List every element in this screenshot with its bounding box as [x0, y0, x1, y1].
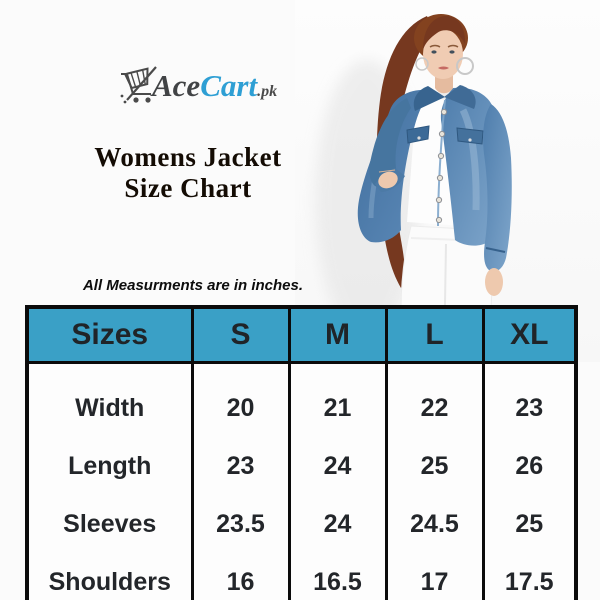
title-line-2: Size Chart	[124, 173, 252, 203]
pocket-button-right	[468, 138, 472, 142]
cell-length-l: 25	[384, 437, 485, 495]
cell-sleeves-s: 23.5	[190, 495, 291, 553]
eye-left	[431, 50, 437, 54]
cell-width-m: 21	[287, 362, 388, 437]
table-header-row: Sizes S M L XL	[25, 305, 578, 364]
cuff-line	[485, 247, 506, 253]
model-photo	[295, 0, 600, 362]
row-label-sleeves: Sleeves	[25, 495, 194, 553]
cell-width-xl: 23	[481, 362, 578, 437]
lips	[438, 66, 449, 70]
collar-right	[444, 85, 476, 109]
size-chart-table: Sizes S M L XL Width 20 21 22 23 Length …	[25, 305, 578, 600]
table-row-width: Width 20 21 22 23	[25, 362, 578, 437]
cell-sleeves-m: 24	[287, 495, 388, 553]
cell-width-l: 22	[384, 362, 485, 437]
hand-right	[485, 268, 503, 296]
column-header-sizes: Sizes	[25, 305, 194, 364]
hair-front	[423, 15, 466, 51]
row-label-width: Width	[25, 362, 194, 437]
sleeve-left	[369, 98, 411, 188]
column-header-m: M	[287, 305, 388, 364]
pocket-flap-right	[456, 127, 484, 145]
brand-cart: Cart	[200, 68, 258, 103]
finger-line	[378, 169, 396, 173]
measurement-note: All Measurments are in inches.	[82, 277, 304, 294]
cell-sleeves-l: 24.5	[384, 495, 485, 553]
cell-length-xl: 26	[481, 437, 578, 495]
cell-shoulders-s: 16	[190, 553, 291, 600]
hand-left	[378, 171, 398, 189]
column-header-xl: XL	[481, 305, 578, 364]
pocket-flap-left	[406, 125, 430, 144]
brand-ace: Ace	[152, 68, 201, 103]
eye-right	[449, 50, 455, 54]
title-line-1: Womens Jacket	[94, 142, 282, 172]
jacket-buttons	[435, 108, 448, 224]
row-label-length: Length	[25, 437, 194, 495]
cell-shoulders-xl: 17.5	[481, 553, 578, 600]
column-header-l: L	[384, 305, 485, 364]
table-row-length: Length 23 24 25 26	[25, 437, 578, 495]
acecart-logo: AceCart.pk	[118, 58, 308, 110]
shopping-cart-icon	[120, 66, 157, 104]
cell-shoulders-l: 17	[384, 553, 485, 600]
table-row-shoulders: Shoulders 16 16.5 17 17.5	[25, 553, 578, 600]
cell-shoulders-m: 16.5	[287, 553, 388, 600]
table-row-sleeves: Sleeves 23.5 24 24.5 25	[25, 495, 578, 553]
hoop-earring-right	[456, 57, 474, 75]
eyebrow-right	[447, 44, 459, 48]
collar-left	[413, 86, 445, 111]
cell-sleeves-xl: 25	[481, 495, 578, 553]
eyebrow-left	[429, 44, 441, 48]
face	[423, 29, 463, 79]
denim-wash	[459, 108, 480, 211]
cell-width-s: 20	[190, 362, 291, 437]
brand-tld: .pk	[257, 83, 278, 100]
page-title: Womens Jacket Size Chart	[48, 142, 328, 204]
cell-length-s: 23	[190, 437, 291, 495]
cell-length-m: 24	[287, 437, 388, 495]
sleeve-right	[483, 104, 512, 272]
model-illustration	[315, 14, 512, 362]
row-label-shoulders: Shoulders	[25, 553, 194, 600]
hoop-earring-left	[415, 57, 429, 71]
column-header-s: S	[190, 305, 291, 364]
pocket-button-left	[417, 136, 421, 140]
brand-name: AceCart.pk	[152, 68, 277, 110]
